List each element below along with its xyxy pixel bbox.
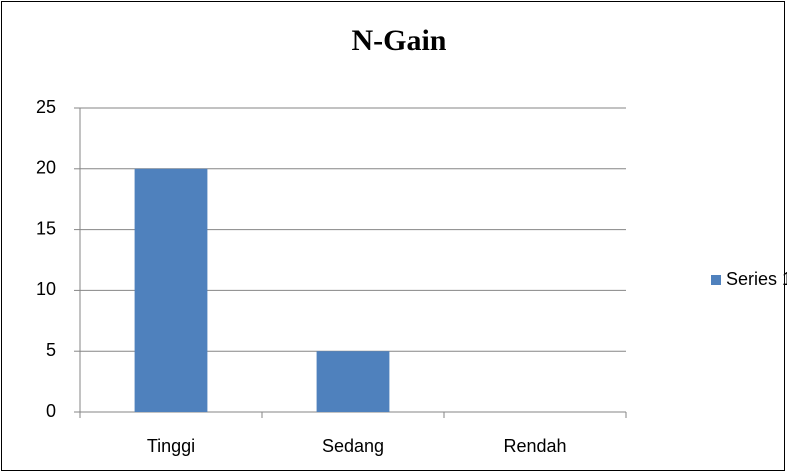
y-tick-label: 20 [36, 158, 56, 178]
bar [316, 351, 390, 412]
y-tick-label: 15 [36, 218, 56, 238]
y-tick-label: 5 [46, 340, 56, 360]
x-tick-label: Tinggi [147, 436, 195, 456]
x-tick-label: Rendah [503, 436, 566, 456]
legend-swatch [711, 275, 721, 285]
chart-title: N-Gain [351, 24, 446, 57]
x-tick-label: Sedang [322, 436, 384, 456]
y-tick-label: 25 [36, 97, 56, 117]
y-tick-label: 0 [46, 401, 56, 421]
y-tick-label: 10 [36, 279, 56, 299]
legend-label: Series 1 [726, 269, 787, 289]
bar [134, 168, 208, 412]
